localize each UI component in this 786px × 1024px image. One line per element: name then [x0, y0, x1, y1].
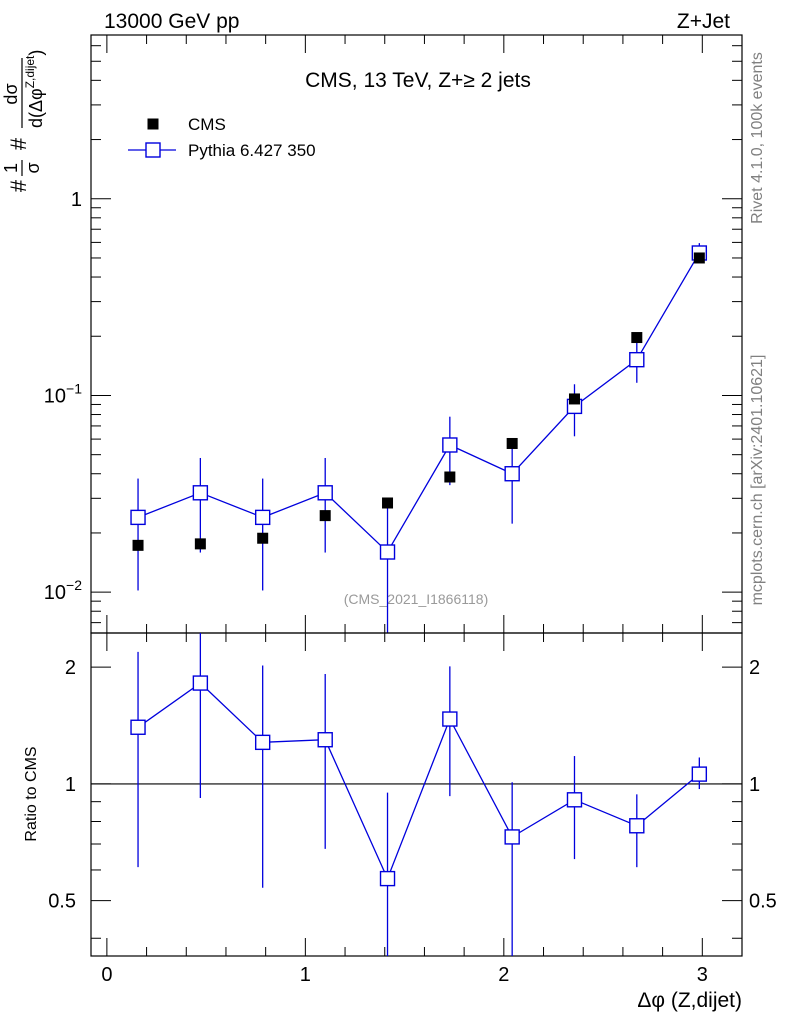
main-ytick-label: 10−2: [44, 577, 82, 604]
ratio-ytick-label-left: 1: [65, 774, 76, 796]
main-ytick-label: 1: [71, 189, 82, 211]
ylabel-one: 1: [1, 163, 21, 173]
cms-point: [568, 393, 580, 405]
ratio-line: [137, 682, 700, 881]
side-label-top: Rivet 4.1.0, 100k events: [749, 52, 766, 224]
side-label-bottom: mcplots.cern.ch [arXiv:2401.10621]: [749, 355, 766, 606]
ylabel-prefix: #: [6, 179, 31, 192]
xtick-label: 1: [300, 964, 311, 986]
pythia-point: [504, 466, 520, 482]
ylabel-numerator: dσ: [1, 83, 21, 104]
legend: CMS Pythia 6.427 350: [128, 115, 316, 160]
header-right-label: Z+Jet: [677, 10, 730, 33]
pythia-point: [442, 437, 458, 453]
ratio-ytick-label-left: 2: [65, 657, 76, 679]
ratio-ytick-label-right: 0.5: [749, 891, 777, 913]
pythia-point: [254, 509, 271, 526]
ratio-ylabel: Ratio to CMS: [23, 746, 40, 841]
ylabel-denominator: d(ΔφZ,dijet): [23, 50, 46, 128]
cms-point: [319, 510, 331, 522]
ratio-frame: [90, 632, 743, 957]
xtick-label: 2: [498, 964, 509, 986]
ratio-point: [566, 792, 583, 808]
main-ylabel: # 1 σ # dσ d(ΔφZ,dijet): [1, 50, 46, 193]
ylabel-sigma: σ: [23, 162, 43, 173]
pythia-point: [130, 509, 146, 526]
pythia-point: [379, 544, 396, 560]
main-panel: 1 10−1 10−2 CMS, 13 TeV, Z+≥ 2 jets (CMS_202…: [44, 34, 743, 634]
ratio-point: [192, 675, 209, 691]
ratio-point: [130, 719, 146, 735]
ratio-point: [317, 732, 333, 748]
pythia-point: [317, 485, 333, 501]
pythia-point: [192, 485, 209, 501]
watermark: (CMS_2021_I1866118): [344, 591, 489, 607]
cms-point: [631, 332, 643, 344]
legend-pythia-marker: [145, 142, 161, 158]
ratio-point: [442, 711, 458, 727]
ratio-point: [629, 818, 645, 834]
cms-point: [382, 497, 394, 509]
ratio-ytick-label-right: 1: [749, 774, 760, 796]
cms-point: [132, 539, 144, 551]
cms-point: [444, 471, 456, 483]
cms-point: [693, 252, 705, 264]
main-ytick-label: 10−1: [44, 380, 82, 407]
ratio-point: [691, 766, 708, 782]
xtick-label: 3: [697, 964, 708, 986]
ratio-xlabel: Δφ (Z,dijet): [637, 989, 742, 1012]
ratio-panel: 0.5 0.5 1 1 2 2 0 1 2 3: [48, 632, 777, 986]
legend-cms-marker: [147, 118, 159, 130]
legend-pythia-label: Pythia 6.427 350: [188, 141, 316, 160]
cms-point: [506, 437, 518, 449]
pythia-line: [137, 252, 700, 554]
header-left-label: 13000 GeV pp: [104, 10, 239, 33]
cms-point: [257, 532, 269, 544]
xtick-label: 0: [101, 964, 112, 986]
ratio-point: [379, 870, 396, 887]
legend-cms-label: CMS: [188, 115, 226, 134]
ratio-point: [254, 734, 271, 751]
cms-point: [194, 538, 206, 550]
ratio-point: [504, 829, 520, 845]
ratio-ytick-label-left: 0.5: [48, 891, 76, 913]
main-title: CMS, 13 TeV, Z+≥ 2 jets: [305, 69, 531, 92]
pythia-point: [629, 351, 645, 368]
ylabel-mid: #: [6, 137, 31, 150]
ratio-ytick-label-right: 2: [749, 657, 760, 679]
